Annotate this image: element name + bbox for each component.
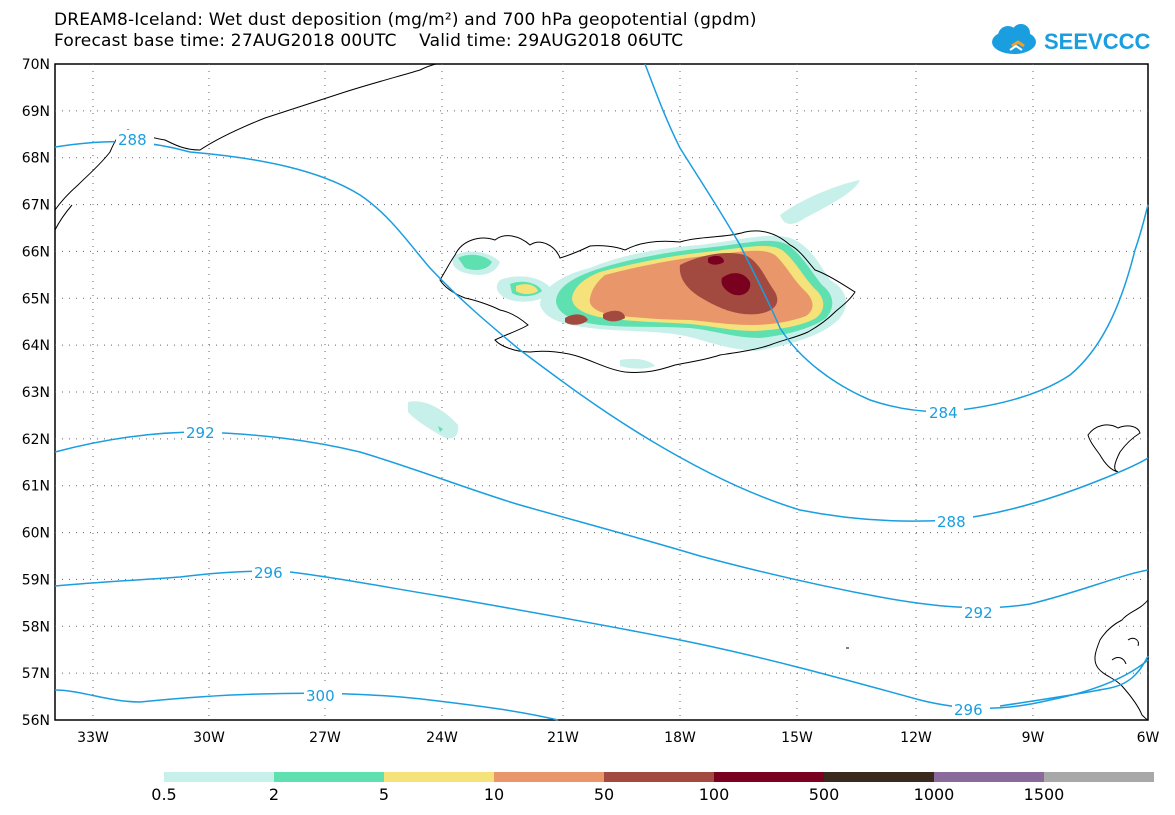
forecast-times: Forecast base time: 27AUG2018 00UTC Vali… <box>54 31 684 51</box>
contour-label: 296 <box>954 701 983 719</box>
legend-label: 1500 <box>1024 785 1065 804</box>
longitude-label: 9W <box>1022 730 1045 746</box>
legend-label: 2 <box>269 785 279 804</box>
contour-300 <box>54 689 559 721</box>
legend-swatch <box>274 772 384 782</box>
latitude-label: 62N <box>22 432 50 448</box>
legend-swatch <box>494 772 604 782</box>
legend-swatch <box>1044 772 1154 782</box>
latitude-label: 69N <box>22 104 50 120</box>
contour-label: 300 <box>306 687 335 705</box>
map-title: DREAM8-Iceland: Wet dust deposition (mg/… <box>54 10 757 30</box>
contour-label: 288 <box>937 513 966 531</box>
longitude-label: 6W <box>1137 730 1160 746</box>
cloud-logo-icon <box>992 24 1036 54</box>
latitude-label: 67N <box>22 198 50 214</box>
legend-swatch <box>714 772 824 782</box>
latitude-label: 61N <box>22 479 50 495</box>
legend-label: 5 <box>379 785 389 804</box>
latitude-label: 56N <box>22 713 50 729</box>
contour-label: 284 <box>929 404 958 422</box>
color-legend: 0.5 2 5 10 50 100 500 1000 1500 <box>151 772 1154 804</box>
contour-284 <box>644 63 1149 413</box>
contour-label: 292 <box>186 424 215 442</box>
longitude-label: 24W <box>426 730 458 746</box>
legend-swatch <box>384 772 494 782</box>
graticule <box>55 64 1148 720</box>
longitude-label: 18W <box>664 730 696 746</box>
longitude-label: 15W <box>781 730 813 746</box>
latitude-label: 68N <box>22 151 50 167</box>
longitude-labels: 33W 30W 27W 24W 21W 18W 15W 12W 9W 6W <box>77 730 1159 746</box>
legend-label: 500 <box>809 785 840 804</box>
seevccc-logo: SEEVCCC <box>988 20 1163 60</box>
latitude-labels: 70N 69N 68N 67N 66N 65N 64N 63N 62N 61N 60N 59N 58N 5… <box>22 57 50 729</box>
legend-label: 10 <box>484 785 504 804</box>
latitude-label: 66N <box>22 244 50 260</box>
legend-label: 100 <box>699 785 730 804</box>
latitude-label: 59N <box>22 572 50 588</box>
latitude-label: 58N <box>22 619 50 635</box>
contour-label: 288 <box>118 131 147 149</box>
latitude-label: 60N <box>22 526 50 542</box>
contour-label: 292 <box>964 604 993 622</box>
longitude-label: 21W <box>547 730 579 746</box>
coastlines <box>54 63 1149 721</box>
contour-label: 296 <box>254 564 283 582</box>
legend-swatch <box>934 772 1044 782</box>
longitude-label: 33W <box>77 730 109 746</box>
longitude-label: 30W <box>193 730 225 746</box>
legend-label: 0.5 <box>151 785 176 804</box>
longitude-label: 12W <box>900 730 932 746</box>
latitude-label: 70N <box>22 57 50 73</box>
contour-288-north <box>54 140 1149 522</box>
legend-label: 1000 <box>914 785 955 804</box>
contour-labels: 288 284 292 288 292 296 296 300 <box>116 130 1000 719</box>
latitude-label: 65N <box>22 291 50 307</box>
contour-288-south <box>999 655 1149 707</box>
logo-text: SEEVCCC <box>1044 29 1150 54</box>
latitude-label: 63N <box>22 385 50 401</box>
legend-swatch <box>164 772 274 782</box>
longitude-label: 27W <box>309 730 341 746</box>
legend-swatch <box>604 772 714 782</box>
latitude-label: 57N <box>22 666 50 682</box>
contour-292 <box>54 431 1149 609</box>
legend-label: 50 <box>594 785 614 804</box>
legend-swatch <box>824 772 934 782</box>
contour-296 <box>54 570 1149 709</box>
latitude-label: 64N <box>22 338 50 354</box>
dust-deposition-field <box>408 180 860 439</box>
